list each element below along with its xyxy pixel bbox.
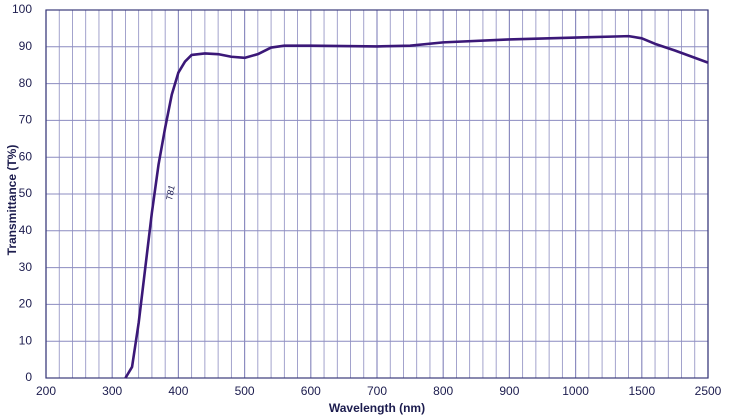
x-tick-label: 400 [168, 384, 188, 398]
y-tick-label: 20 [19, 297, 33, 311]
x-tick-label: 2500 [695, 384, 722, 398]
y-tick-label: 50 [19, 186, 33, 200]
plot-frame [45, 9, 709, 379]
x-tick-label: 500 [235, 384, 255, 398]
data-line [124, 34, 709, 379]
y-tick-label: 70 [19, 113, 33, 127]
y-axis-title: Transmittance (T%) [5, 145, 19, 256]
x-tick-label: 1000 [562, 384, 589, 398]
x-tick-label: 300 [102, 384, 122, 398]
curve-annotation: T81 [164, 184, 177, 201]
x-tick-label: 600 [301, 384, 321, 398]
y-tick-label: 60 [19, 149, 33, 163]
x-axis-title: Wavelength (nm) [329, 401, 425, 415]
y-tick-label: 10 [19, 333, 33, 347]
y-tick-label: 100 [12, 2, 32, 16]
y-tick-label: 40 [19, 223, 33, 237]
x-tick-label: 700 [367, 384, 387, 398]
y-tick-label: 30 [19, 260, 33, 274]
y-tick-label: 80 [19, 76, 33, 90]
x-tick-label: 1500 [628, 384, 655, 398]
x-tick-label: 900 [499, 384, 519, 398]
y-tick-label: 90 [19, 39, 33, 53]
x-tick-label: 200 [36, 384, 56, 398]
y-tick-label: 0 [25, 370, 32, 384]
x-tick-label: 800 [433, 384, 453, 398]
